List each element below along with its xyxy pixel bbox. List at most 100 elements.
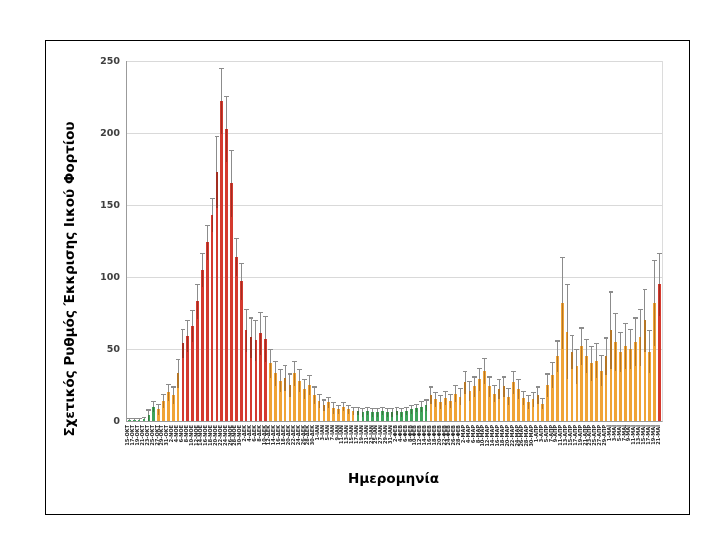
error-bar-line [162, 393, 164, 401]
error-bar-minus [162, 400, 165, 409]
error-bar-cap [569, 334, 575, 336]
error-bar-minus [235, 256, 238, 276]
error-bar-cap [360, 408, 366, 410]
bar [171, 395, 175, 421]
error-bar-line [269, 349, 271, 364]
error-bar-minus [367, 410, 369, 416]
error-bar-line [454, 385, 456, 394]
error-bar-minus [308, 385, 310, 396]
bar [317, 400, 321, 421]
error-bar-line [581, 327, 583, 347]
error-bar-cap [496, 379, 502, 381]
y-tick-label: 200 [100, 127, 120, 139]
bar [478, 379, 481, 421]
x-tick-label: 21-ΜΑΪ [655, 425, 662, 445]
error-bar-minus [479, 379, 481, 391]
bar [419, 406, 423, 421]
bar [648, 351, 652, 421]
error-bar-cap [141, 416, 147, 418]
bar [424, 405, 428, 421]
error-bar-minus [255, 340, 257, 361]
error-bar-cap [355, 406, 361, 408]
error-bar-cap [574, 349, 580, 351]
error-bar-cap [185, 320, 191, 322]
error-bar-minus [328, 402, 330, 409]
error-bar-cap [180, 328, 186, 331]
error-bar-line [177, 359, 179, 374]
error-bar-line [532, 392, 534, 400]
error-bar-cap [418, 400, 424, 403]
bar [633, 341, 637, 421]
error-bar-minus [386, 412, 388, 417]
error-bar-minus [153, 406, 155, 413]
bar [405, 410, 408, 421]
error-bar-minus [493, 393, 495, 403]
error-bar-line [552, 361, 554, 375]
error-bar-line [527, 395, 529, 403]
error-bar-minus [381, 410, 383, 416]
bar [210, 215, 214, 421]
gridline [127, 132, 662, 134]
error-bar-minus [590, 363, 593, 381]
error-bar-line [503, 376, 505, 387]
error-bar-minus [658, 284, 661, 316]
error-bar-cap [229, 150, 234, 152]
bar [162, 400, 165, 421]
bar [176, 373, 180, 421]
error-bar-line [659, 252, 661, 285]
bar [400, 412, 404, 421]
error-bar-cap [277, 369, 283, 371]
error-bar-line [167, 383, 169, 393]
error-bar-cap [593, 343, 599, 345]
error-bar-minus [148, 415, 150, 421]
error-bar-line [625, 323, 627, 347]
error-bar-minus [542, 403, 544, 410]
error-bar-cap [530, 392, 536, 394]
error-bar-cap [399, 408, 405, 410]
error-bar-cap [306, 374, 312, 377]
bar [191, 325, 194, 421]
error-bar-minus [649, 351, 651, 374]
error-bar-cap [589, 346, 594, 348]
bar [517, 389, 520, 421]
error-bar-line [406, 406, 408, 411]
bar [235, 256, 238, 421]
bar [312, 395, 316, 421]
error-bar-minus [415, 408, 417, 413]
error-bar-minus [303, 389, 306, 400]
error-bar-cap [404, 406, 410, 408]
error-bar-minus [337, 409, 340, 414]
error-bar-minus [420, 406, 422, 413]
error-bar-line [430, 386, 432, 396]
error-bar-line [522, 390, 524, 398]
error-bar-cap [316, 393, 322, 395]
error-bar-cap [409, 405, 414, 407]
error-bar-minus [410, 409, 413, 414]
error-bar-line [289, 373, 291, 385]
error-bar-minus [508, 396, 510, 406]
bar [522, 397, 525, 421]
bar [366, 410, 370, 421]
error-bar-minus [522, 397, 524, 406]
bar [439, 402, 443, 421]
error-bar-cap [559, 256, 565, 259]
error-bar-cap [525, 395, 531, 397]
error-bar-line [338, 405, 340, 410]
bar [332, 408, 336, 421]
error-bar-minus [260, 333, 262, 355]
bar [434, 399, 438, 421]
y-tick-label: 250 [100, 55, 120, 67]
error-bar-minus [206, 242, 208, 260]
error-bar-cap [598, 354, 604, 356]
error-bar-minus [639, 337, 641, 367]
bar [614, 341, 618, 421]
error-bar-cap [268, 349, 273, 351]
error-bar-minus [352, 410, 354, 416]
error-bar-cap [165, 383, 171, 385]
error-bar-cap [448, 393, 453, 395]
error-bar-cap [413, 403, 419, 405]
error-bar-line [304, 379, 306, 390]
bar [560, 302, 564, 421]
error-bar-line [595, 343, 597, 361]
error-bar-cap [486, 376, 492, 378]
